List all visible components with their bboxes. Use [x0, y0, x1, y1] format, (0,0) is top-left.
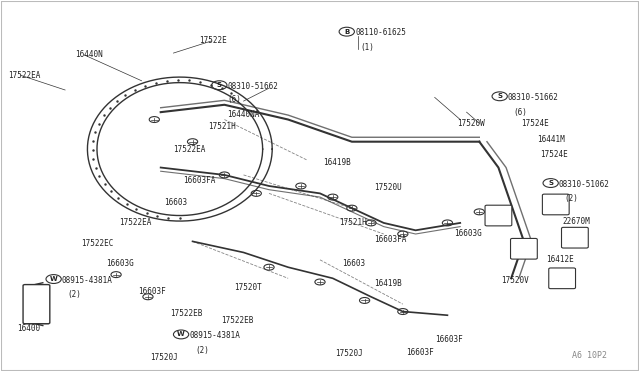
- Text: 22670M: 22670M: [562, 217, 590, 225]
- Text: 16603F: 16603F: [406, 348, 434, 357]
- Text: 08110-61625: 08110-61625: [355, 28, 406, 37]
- Text: 08310-51662: 08310-51662: [228, 82, 278, 91]
- Text: (6): (6): [514, 108, 527, 117]
- Text: 17522EA: 17522EA: [119, 218, 152, 227]
- Text: 16603: 16603: [164, 198, 187, 207]
- Text: 08310-51662: 08310-51662: [508, 93, 559, 102]
- Text: 16419B: 16419B: [323, 157, 351, 167]
- Text: 16603F: 16603F: [138, 287, 166, 296]
- Text: A6 10P2: A6 10P2: [572, 350, 607, 359]
- Text: B: B: [344, 29, 349, 35]
- Text: 17522EB: 17522EB: [170, 309, 203, 318]
- Text: W: W: [50, 276, 58, 282]
- FancyBboxPatch shape: [561, 227, 588, 248]
- Text: 16603FA: 16603FA: [374, 235, 406, 244]
- Text: 17522EC: 17522EC: [81, 239, 113, 248]
- Text: 08915-4381A: 08915-4381A: [189, 331, 240, 340]
- Text: 16400: 16400: [17, 324, 40, 333]
- Text: 16603G: 16603G: [106, 259, 134, 268]
- Text: (2): (2): [68, 291, 82, 299]
- FancyBboxPatch shape: [485, 205, 512, 226]
- Text: S: S: [497, 93, 502, 99]
- Text: 16603G: 16603G: [454, 230, 481, 238]
- Text: 17524E: 17524E: [540, 150, 568, 159]
- Text: 17522E: 17522E: [199, 36, 227, 45]
- FancyBboxPatch shape: [542, 194, 569, 215]
- Text: 17520T: 17520T: [234, 283, 262, 292]
- Text: 08915-4381A: 08915-4381A: [62, 276, 113, 285]
- Text: 16419B: 16419B: [374, 279, 402, 288]
- Text: 17524E: 17524E: [521, 119, 548, 128]
- Text: 16440N: 16440N: [75, 51, 102, 60]
- Text: 08310-51062: 08310-51062: [559, 180, 610, 189]
- Text: 17522EB: 17522EB: [221, 316, 253, 325]
- Text: S: S: [548, 180, 553, 186]
- Text: 17520W: 17520W: [457, 119, 484, 128]
- Text: 17521H: 17521H: [339, 218, 367, 227]
- Text: (6): (6): [227, 95, 241, 104]
- Text: (2): (2): [564, 195, 579, 203]
- Text: 16603FA: 16603FA: [183, 176, 216, 185]
- FancyBboxPatch shape: [511, 238, 538, 259]
- Text: S: S: [217, 82, 222, 88]
- Text: 16603F: 16603F: [435, 335, 463, 344]
- Text: 16440NA: 16440NA: [228, 109, 260, 119]
- Text: 16441M: 16441M: [537, 135, 564, 144]
- Text: 17520J: 17520J: [150, 353, 178, 362]
- Text: (2): (2): [195, 346, 209, 355]
- FancyBboxPatch shape: [23, 285, 50, 324]
- Text: 17520J: 17520J: [335, 350, 362, 359]
- Text: (1): (1): [361, 43, 375, 52]
- Text: 16603: 16603: [342, 259, 365, 268]
- Text: 17522EA: 17522EA: [173, 145, 206, 154]
- Text: 17520U: 17520U: [374, 183, 402, 192]
- Text: 17520V: 17520V: [502, 276, 529, 285]
- FancyBboxPatch shape: [548, 268, 575, 289]
- Text: 17521H: 17521H: [209, 122, 236, 131]
- Text: 16412E: 16412E: [546, 255, 574, 264]
- Text: 17522EA: 17522EA: [8, 71, 40, 80]
- Text: W: W: [177, 331, 185, 337]
